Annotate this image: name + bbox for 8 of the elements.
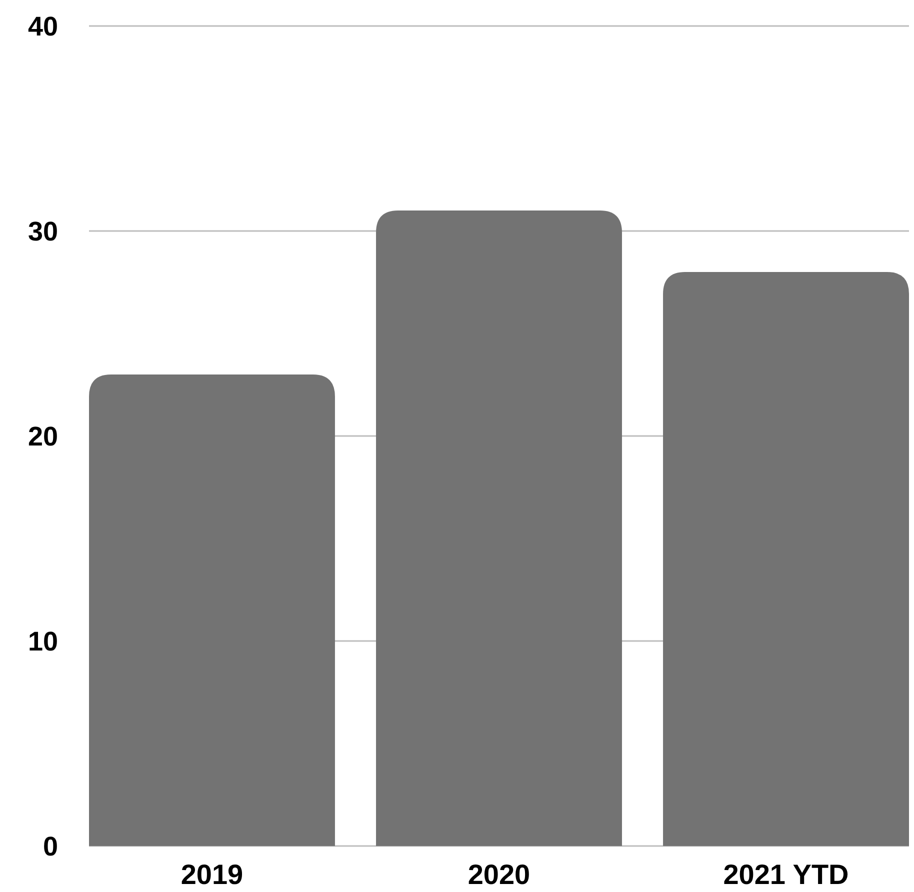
y-tick-label: 10 <box>28 626 58 656</box>
y-tick-label: 20 <box>28 421 58 452</box>
y-tick-label: 30 <box>28 216 58 246</box>
y-tick-label: 0 <box>42 831 58 862</box>
x-tick-label: 2021 YTD <box>723 859 849 890</box>
x-tick-label: 2020 <box>468 859 530 890</box>
y-tick-label: 40 <box>28 11 58 42</box>
x-tick-label: 2019 <box>180 859 244 890</box>
